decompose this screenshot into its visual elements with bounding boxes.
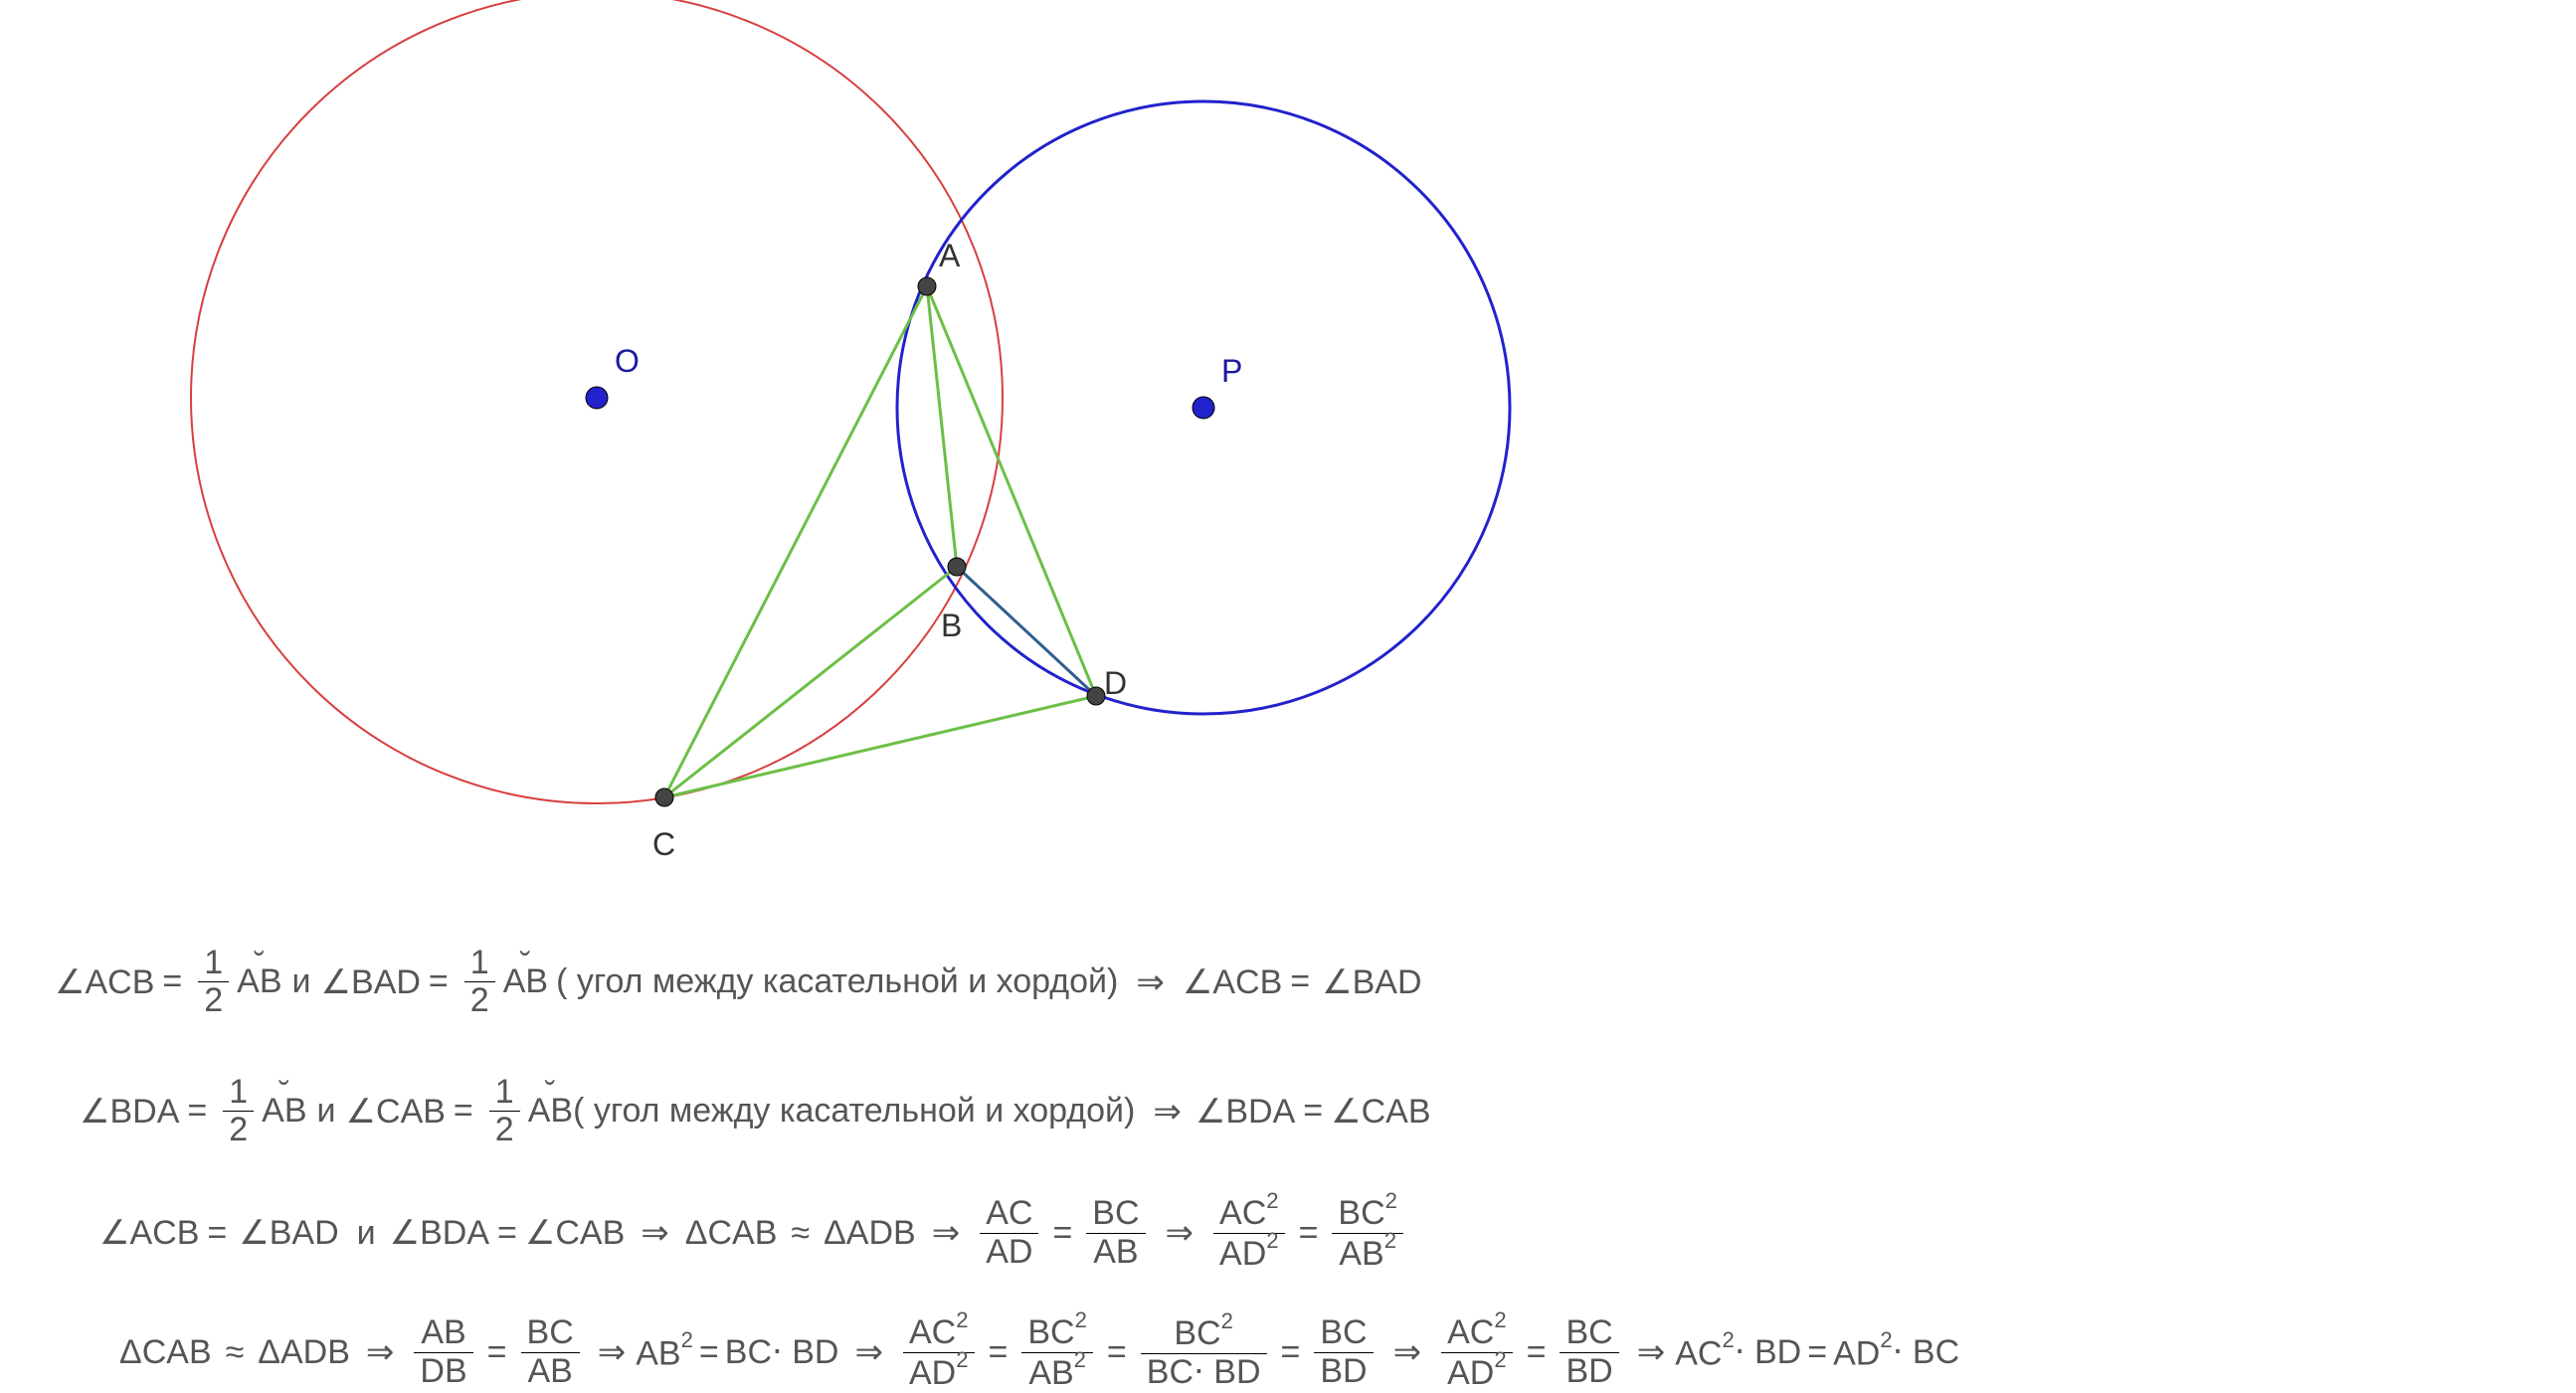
- label-C: C: [652, 826, 675, 862]
- math-line-3: ∠ACB=∠BADи∠BDA=∠CAB⇒ΔCAB≈ΔADB⇒ACAD=BCAB⇒…: [99, 1193, 1407, 1273]
- point-C: [655, 788, 673, 806]
- point-D: [1087, 687, 1105, 705]
- math-line-2: ∠BDA=12AB˘и∠CAB=12AB˘( угол между касате…: [80, 1074, 1431, 1149]
- point-O: [586, 387, 608, 409]
- math-line-1: ∠ACB=12AB˘и∠BAD=12AB˘( угол между касате…: [55, 945, 1422, 1020]
- label-D: D: [1104, 665, 1127, 701]
- label-P: P: [1221, 353, 1242, 389]
- label-O: O: [615, 343, 640, 379]
- edge-A-B: [927, 286, 957, 567]
- edge-B-D: [957, 567, 1096, 696]
- point-B: [948, 558, 966, 576]
- geometry-diagram: O P A B C D: [0, 0, 2576, 865]
- point-P: [1193, 397, 1214, 419]
- stage: O P A B C D ∠ACB=12AB˘и∠BAD=12AB˘( угол между…: [0, 0, 2576, 1393]
- point-A: [918, 277, 936, 295]
- label-A: A: [939, 238, 961, 273]
- math-line-4: ΔCAB≈ΔADB⇒ABDB=BCAB⇒AB2=BC⋅ BD⇒AC2AD2=BC…: [119, 1312, 1959, 1392]
- edge-A-C: [664, 286, 927, 797]
- label-B: B: [941, 608, 962, 643]
